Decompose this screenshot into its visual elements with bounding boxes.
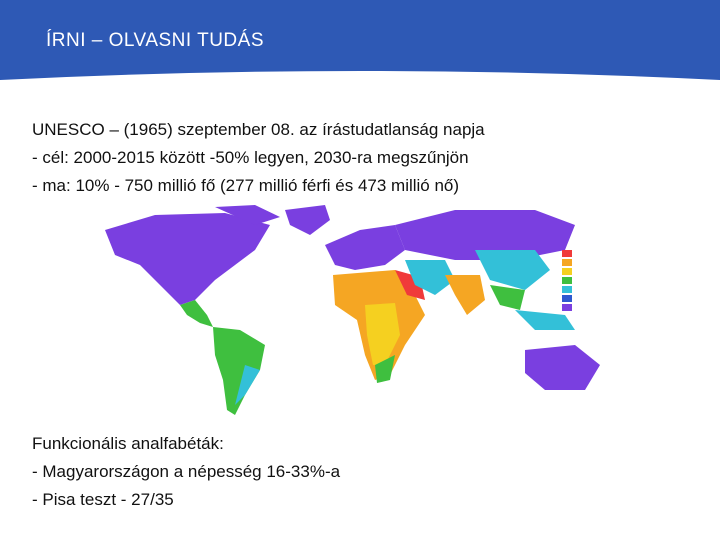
- world-literacy-map: [105, 205, 600, 415]
- slide-title: ÍRNI – OLVASNI TUDÁS: [46, 30, 264, 51]
- text-line: - Pisa teszt - 27/35: [32, 490, 174, 509]
- text-block: Funkcionális analfabéták: - Magyarország…: [32, 430, 340, 514]
- text-line: UNESCO – (1965) szeptember 08. az írástu…: [32, 120, 485, 139]
- text-line: Funkcionális analfabéták:: [32, 434, 224, 453]
- text-line: - cél: 2000-2015 között -50% legyen, 203…: [32, 148, 469, 167]
- text-line: - Magyarországon a népesség 16-33%-a: [32, 462, 341, 481]
- text-block: UNESCO – (1965) szeptember 08. az írástu…: [32, 116, 485, 200]
- header-band: [0, 0, 720, 80]
- text-line: - ma: 10% - 750 millió fő (277 millió fé…: [32, 176, 460, 195]
